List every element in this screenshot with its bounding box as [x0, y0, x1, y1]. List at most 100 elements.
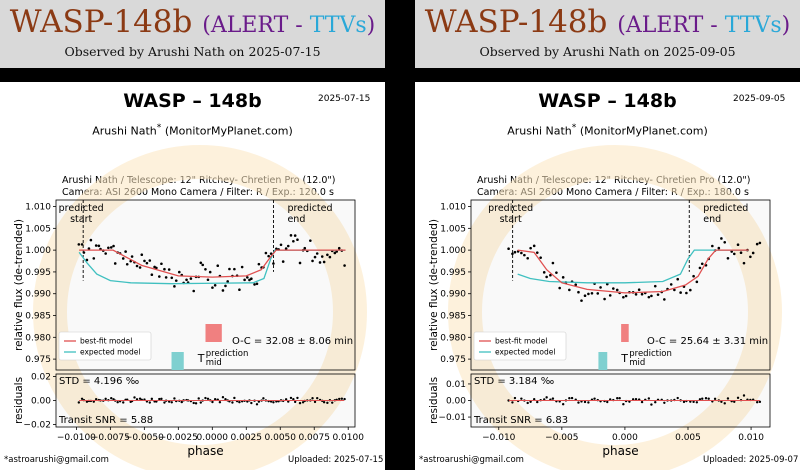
residual-data-point [695, 401, 699, 404]
flux-data-point [135, 264, 139, 268]
info-line-2: Camera: ASI 2600 Mono Camera / Filter: R… [477, 187, 749, 198]
flux-data-point [107, 246, 110, 250]
xtick-label: −0.005 [545, 433, 578, 443]
flux-data-point [255, 282, 259, 286]
residual-data-point [112, 398, 115, 401]
plot-date: 2025-07-15 [318, 94, 371, 104]
flux-data-point [143, 259, 146, 263]
best-fit-mid-bar [621, 324, 629, 342]
residual-data-point [204, 396, 207, 400]
residual-data-point [647, 397, 651, 400]
flux-data-point [311, 259, 314, 263]
residual-data-point [526, 401, 529, 405]
flux-data-point [213, 283, 217, 287]
flux-data-point [97, 244, 101, 248]
residual-data-point [293, 400, 297, 404]
flux-data-point [558, 286, 561, 290]
residual-data-point [758, 400, 762, 404]
watermark-shade [56, 200, 355, 427]
residual-data-point [707, 397, 710, 400]
flux-data-point [279, 243, 283, 247]
flux-data-point [208, 270, 212, 274]
flux-data-point [622, 295, 625, 299]
flux-data-point [150, 273, 154, 277]
residual-data-point [326, 401, 329, 405]
residual-data-point [298, 401, 302, 405]
flux-data-point [158, 275, 161, 278]
flux-data-point [322, 260, 326, 264]
predicted-end-label: end [287, 214, 305, 225]
residual-data-point [206, 397, 210, 400]
predicted-start-label: start [500, 214, 522, 225]
flux-data-point [511, 252, 514, 256]
residual-data-point [316, 396, 319, 400]
flux-data-point [555, 271, 558, 274]
predicted-start-label: predicted [488, 203, 533, 214]
residual-data-point [250, 401, 253, 405]
residual-data-point [262, 397, 265, 400]
residual-data-point [577, 401, 580, 404]
flux-data-point [692, 274, 695, 278]
residual-data-point [618, 396, 621, 400]
residual-data-point [94, 397, 98, 401]
xtick-label: 0.010 [738, 433, 764, 443]
flux-data-point [189, 277, 193, 280]
flux-data-point [577, 290, 580, 294]
xtick-label: 0.000 [612, 433, 638, 443]
flux-data-point [751, 251, 755, 255]
residual-data-point [529, 400, 532, 403]
flux-data-point [742, 261, 746, 265]
banner-alert-group: (ALERT - TTVs) [202, 13, 376, 38]
residual-data-point [733, 400, 736, 404]
legend-label-expected: expected model [495, 348, 555, 357]
residual-data-point [692, 400, 695, 404]
flux-data-point [315, 252, 319, 255]
author-site: (MonitorMyPlanet.com) [579, 124, 708, 138]
flux-data-point [711, 244, 714, 248]
flux-data-point [92, 257, 96, 260]
xtick-label: −0.0075 [91, 433, 130, 443]
residual-data-point [231, 401, 234, 404]
residual-data-point [723, 402, 726, 405]
flux-data-point [539, 256, 542, 259]
flux-data-point [221, 289, 225, 292]
flux-data-point [204, 267, 207, 271]
t-marker: T [197, 352, 205, 365]
residual-data-point [551, 397, 555, 400]
residual-data-point [676, 396, 679, 400]
residual-data-point [116, 401, 119, 404]
residual-data-point [736, 396, 740, 400]
flux-data-point [526, 256, 529, 260]
expected-mid-bar [171, 352, 184, 370]
author-site: (MonitorMyPlanet.com) [164, 124, 293, 138]
snr-value: Transit SNR = 6.83 [473, 415, 568, 426]
flux-ytick-label: 1.010 [440, 203, 466, 213]
banner-object: WASP-148b [9, 4, 193, 40]
flux-data-point [309, 239, 312, 242]
legend-box [58, 331, 152, 361]
flux-ytick-label: 1.005 [25, 224, 51, 234]
residual-data-point [561, 402, 565, 406]
residual-data-point [520, 397, 523, 400]
residual-data-point [284, 398, 288, 401]
residual-data-point [211, 400, 214, 404]
flux-data-point [206, 278, 210, 282]
panel-2: WASP-148b (ALERT - TTVs) Observed by Aru… [415, 0, 800, 470]
flux-data-point [739, 251, 743, 255]
flux-data-point [596, 292, 600, 295]
predicted-start-label: start [70, 214, 92, 225]
banner-alert: ALERT [625, 13, 704, 38]
flux-data-point [669, 283, 673, 286]
residual-data-point [85, 400, 89, 403]
residual-data-point [583, 400, 587, 404]
residual-data-point [158, 397, 161, 401]
flux-data-point [545, 275, 548, 279]
flux-data-point [269, 252, 273, 255]
flux-data-point [243, 278, 246, 282]
flux-data-point [328, 255, 332, 259]
xtick-label: −0.0050 [125, 433, 164, 443]
residual-data-point [224, 398, 227, 401]
plot-title: WASP – 148b [538, 90, 677, 112]
residual-data-point [194, 402, 198, 405]
residual-ytick-label: 0.02 [31, 372, 51, 382]
